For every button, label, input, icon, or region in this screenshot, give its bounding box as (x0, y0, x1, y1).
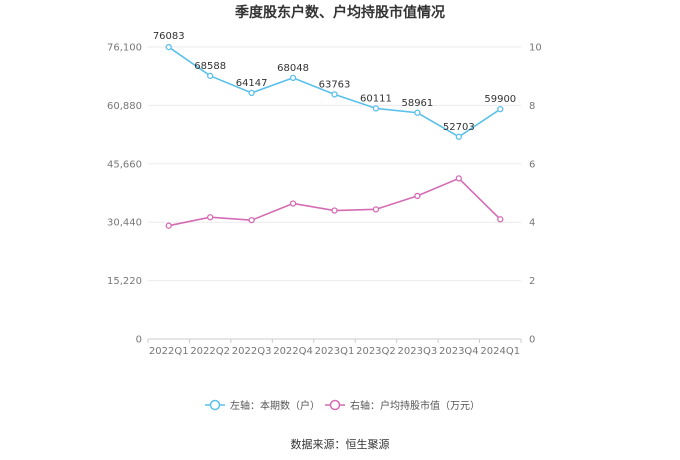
x-tick-label: 2022Q2 (190, 346, 230, 357)
left-tick-label: 45,660 (107, 159, 142, 170)
chart-title: 季度股东户数、户均持股市值情况 (234, 4, 445, 21)
data-point-left[interactable] (331, 91, 338, 98)
data-source: 数据来源：恒生聚源 (291, 437, 390, 451)
x-tick-label: 2022Q3 (232, 346, 272, 357)
series-line-right (168, 177, 501, 227)
x-tick-label: 2022Q4 (273, 346, 313, 357)
data-label: 76083 (153, 31, 185, 42)
data-point-right[interactable] (289, 200, 297, 207)
legend-item-right[interactable]: 右轴：户均持股市值（万元） (325, 399, 480, 412)
data-point-right[interactable] (414, 192, 421, 200)
data-point-left[interactable] (497, 106, 504, 113)
legend-item-left[interactable]: 左轴：本期数（户） (205, 399, 320, 412)
x-tick-label: 2023Q3 (398, 346, 438, 357)
right-tick-label: 6 (529, 159, 535, 170)
data-point-right[interactable] (372, 206, 380, 213)
data-point-left[interactable] (372, 105, 380, 112)
x-tick-label: 2022Q1 (149, 346, 189, 357)
right-tick-label: 8 (529, 101, 535, 112)
right-tick-label: 2 (529, 276, 535, 287)
data-label: 63763 (319, 79, 351, 90)
data-point-left[interactable] (248, 89, 255, 97)
data-point-right[interactable] (165, 222, 172, 229)
series-layer: 76083 68588 64147 68048 63763 60111 58961 52703… (153, 31, 516, 229)
data-point-right[interactable] (455, 175, 462, 182)
left-tick-label: 60,880 (107, 101, 142, 112)
legend: 左轴：本期数（户） 右轴：户均持股市值（万元） (205, 399, 480, 412)
data-point-left[interactable] (414, 109, 421, 116)
data-label: 52703 (443, 122, 475, 133)
data-label: 68048 (277, 63, 309, 74)
data-point-left[interactable] (455, 133, 462, 140)
x-axis: 2022Q1 2022Q2 2022Q3 2022Q4 2023Q1 2023Q2 2023… (147, 339, 522, 357)
x-tick-label: 2023Q1 (315, 346, 355, 357)
left-tick-label: 76,100 (107, 43, 142, 54)
x-tick-label: 2024Q1 (480, 346, 520, 357)
data-label: 64147 (236, 78, 268, 89)
data-point-left[interactable] (289, 74, 297, 82)
data-label: 59900 (484, 94, 516, 105)
left-tick-label: 15,220 (107, 276, 142, 287)
legend-label-right: 右轴：户均持股市值（万元） (350, 399, 480, 412)
grid (148, 46, 521, 340)
right-tick-label: 4 (529, 218, 535, 229)
data-point-left[interactable] (207, 72, 214, 79)
x-tick-label: 2023Q4 (439, 346, 479, 357)
data-label: 58961 (401, 98, 433, 109)
left-tick-label: 0 (136, 335, 142, 346)
right-tick-label: 0 (529, 335, 535, 346)
data-point-right[interactable] (248, 217, 255, 224)
data-point-right[interactable] (207, 214, 214, 221)
right-tick-label: 10 (529, 43, 542, 54)
left-axis: 0 15,220 30,440 45,660 60,880 76,100 (107, 43, 142, 346)
right-axis: 0 2 4 6 8 10 (529, 43, 542, 346)
legend-label-left: 左轴：本期数（户） (230, 399, 320, 412)
data-point-right[interactable] (497, 216, 504, 223)
data-point-right[interactable] (331, 207, 338, 214)
left-tick-label: 30,440 (107, 218, 142, 229)
x-tick-label: 2023Q2 (356, 346, 396, 357)
data-point-left[interactable] (165, 43, 172, 51)
data-label: 68588 (194, 61, 226, 72)
data-label: 60111 (360, 93, 392, 104)
